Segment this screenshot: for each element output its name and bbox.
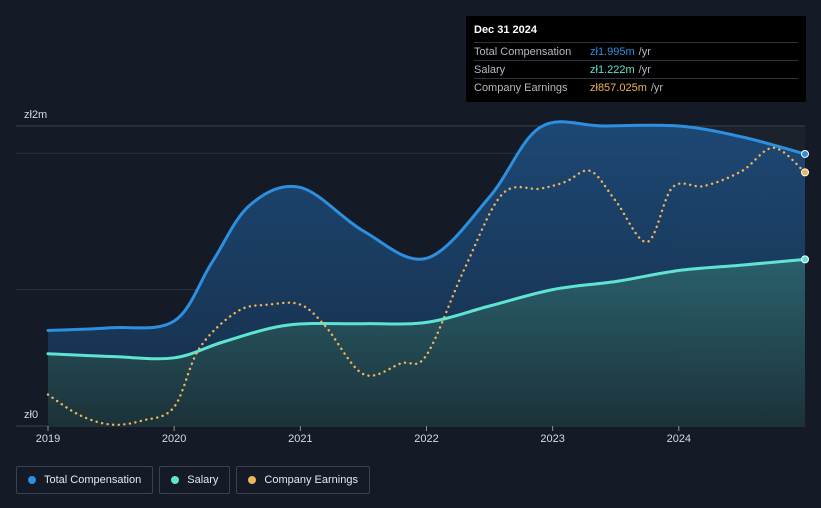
tooltip-unit: /yr [650,81,664,94]
legend-item-company-earnings[interactable]: Company Earnings [236,466,370,494]
y-tick-label: zł2m [24,109,47,121]
legend-item-salary[interactable]: Salary [159,466,231,494]
x-tick-label: 2024 [667,433,691,445]
tooltip-row-earnings: Company Earnings zł857.025m /yr [474,78,798,96]
x-tick-label: 2020 [162,433,186,445]
y-tick-label: zł0 [24,409,38,421]
legend-dot-icon [248,476,257,484]
salary-endpoint [801,255,809,264]
x-tick-label: 2019 [36,433,60,445]
tooltip-value: zł1.995m [590,45,635,58]
tooltip-value: zł857.025m [590,81,647,94]
tooltip-unit: /yr [638,63,651,76]
company-earnings-endpoint [801,168,809,177]
tooltip-value: zł1.222m [590,63,635,76]
tooltip-unit: /yr [638,45,651,58]
tooltip-label: Total Compensation [474,45,572,58]
legend-dot-icon [28,476,36,484]
tooltip-date: Dec 31 2024 [474,24,537,36]
tooltip-row-salary: Salary zł1.222m /yr [474,60,798,78]
salary-line [46,257,807,361]
legend: Total Compensation Salary Company Earnin… [16,466,370,494]
tooltip-label: Salary [474,63,506,76]
total-compensation-line [46,120,807,332]
salary-area [48,259,805,426]
legend-item-total-compensation[interactable]: Total Compensation [16,466,154,494]
x-tick-label: 2021 [288,433,312,445]
tooltip-label: Company Earnings [474,81,568,94]
legend-label: Company Earnings [264,474,358,486]
tooltip-row-total: Total Compensation zł1.995m /yr [474,42,798,60]
legend-dot-icon [171,476,180,484]
x-tick-label: 2022 [414,433,438,445]
legend-label: Total Compensation [44,474,142,486]
x-tick-label: 2023 [540,433,564,445]
tooltip: Dec 31 2024 Total Compensation zł1.995m … [466,16,806,102]
legend-label: Salary [187,474,219,486]
total-compensation-endpoint [801,149,809,158]
